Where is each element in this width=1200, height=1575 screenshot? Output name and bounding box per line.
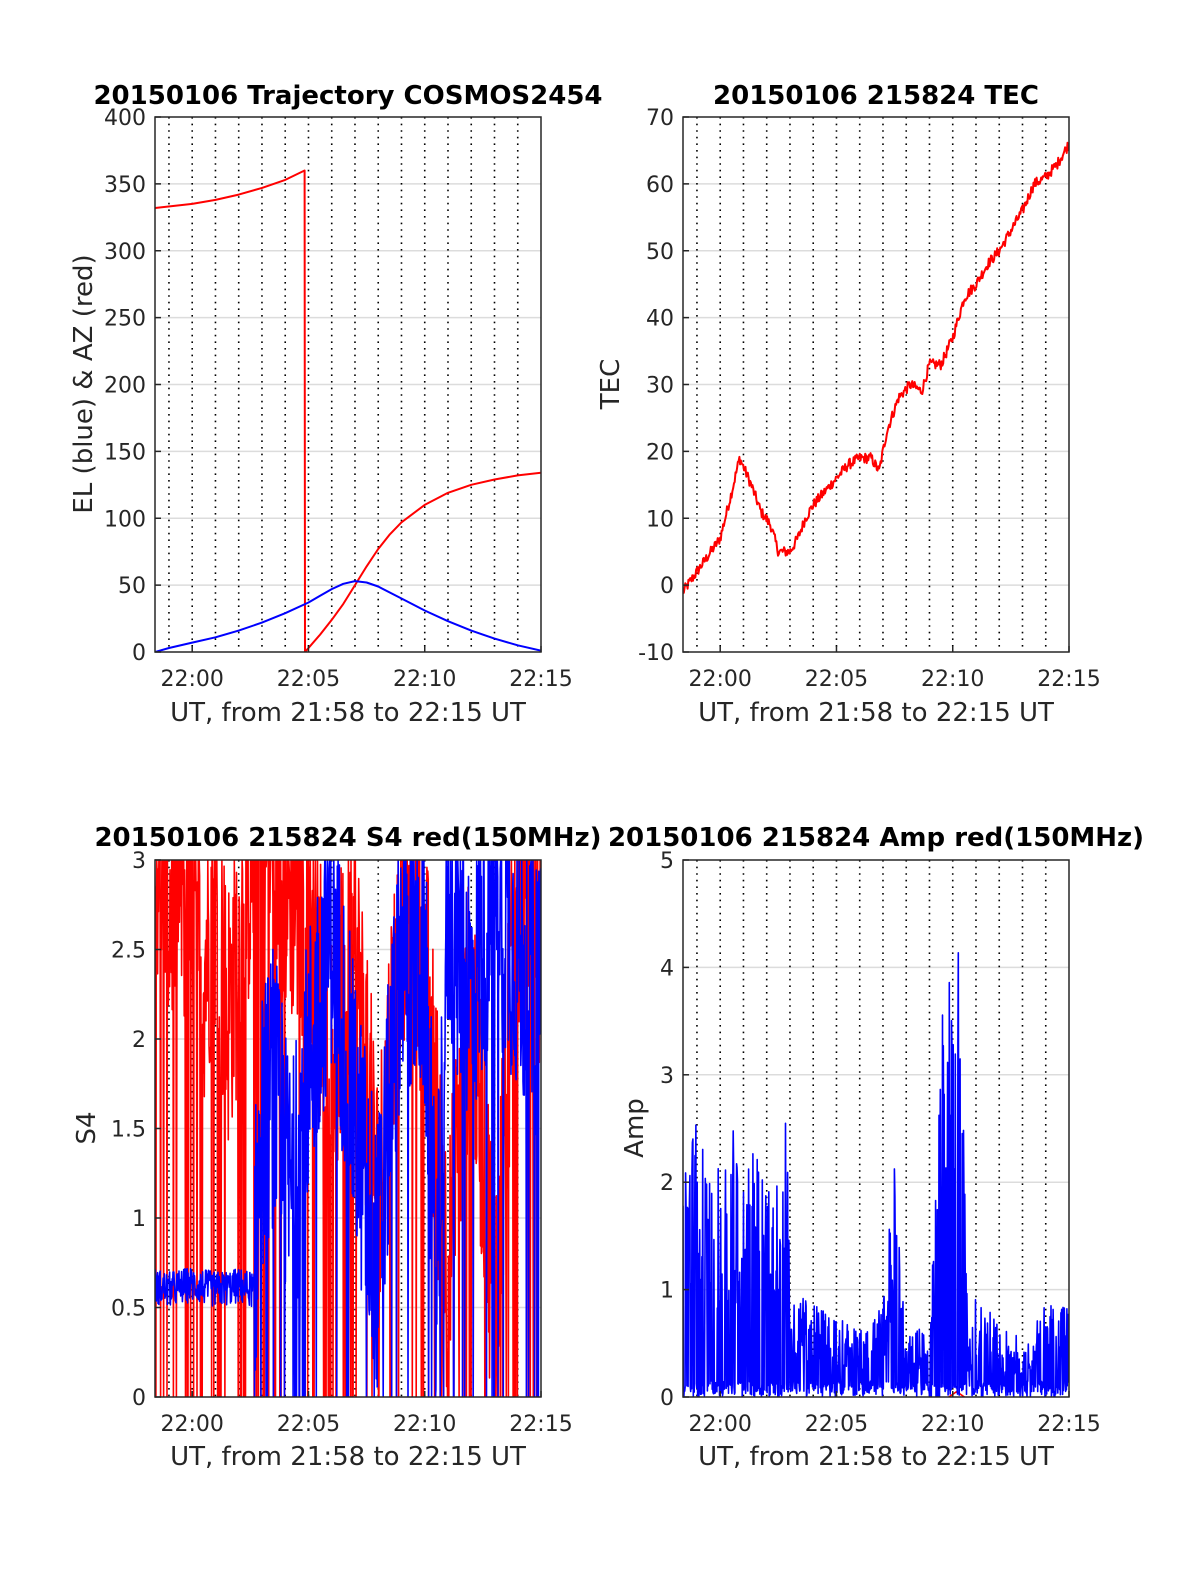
s4-series-0-line xyxy=(155,860,541,1397)
s4-xtick-label: 22:15 xyxy=(509,1412,572,1437)
amp-ylabel: Amp xyxy=(620,1098,650,1158)
amp-ytick-label: 4 xyxy=(660,956,674,981)
trajectory-xtick-label: 22:05 xyxy=(277,667,340,692)
s4-xlabel: UT, from 21:58 to 22:15 UT xyxy=(170,1442,526,1472)
amp-xtick-label: 22:15 xyxy=(1037,1412,1100,1437)
trajectory-ytick-label: 400 xyxy=(104,106,146,131)
amp-axes-box xyxy=(682,859,1070,1398)
trajectory-ticks: 0 50 100 150 200 250 300 350 400 22:00 22:05 22:10 2… xyxy=(104,106,573,692)
amp-grid xyxy=(683,860,1069,1397)
amp-ytick-label: 3 xyxy=(660,1064,674,1089)
tec-xtick-label: 22:00 xyxy=(689,667,752,692)
panel-trajectory: 0 50 100 150 200 250 300 350 400 22:00 22:05 22:10 2… xyxy=(69,81,603,728)
trajectory-xtick-label: 22:15 xyxy=(509,667,572,692)
s4-xtick-label: 22:00 xyxy=(161,1412,224,1437)
tec-xtick-label: 22:10 xyxy=(921,667,984,692)
amp-series-1-line xyxy=(683,952,1069,1397)
tec-series xyxy=(683,141,1069,594)
trajectory-ylabel: EL (blue) & AZ (red) xyxy=(69,254,99,513)
trajectory-title: 20150106 Trajectory COSMOS2454 xyxy=(93,81,602,111)
tec-ticks: -10 0 10 20 30 40 50 60 70 22:00 22:05 22:10 22:15 xyxy=(638,106,1101,692)
trajectory-xtick-label: 22:10 xyxy=(393,667,456,692)
trajectory-ytick-label: 150 xyxy=(104,440,146,465)
s4-ytick-label: 0 xyxy=(132,1386,146,1411)
panel-amp: 0 1 2 3 4 5 22:00 22:05 22:10 22:15 20150106 2158… xyxy=(608,823,1144,1472)
amp-title: 20150106 215824 Amp red(150MHz) xyxy=(608,823,1144,853)
trajectory-ytick-label: 200 xyxy=(104,374,146,399)
amp-ytick-label: 2 xyxy=(660,1171,674,1196)
trajectory-ytick-label: 250 xyxy=(104,307,146,332)
s4-ytick-label: 1 xyxy=(132,1207,146,1232)
tec-ytick-label: 70 xyxy=(646,106,674,131)
s4-ylabel: S4 xyxy=(72,1111,102,1144)
tec-ytick-label: 30 xyxy=(646,374,674,399)
s4-xtick-label: 22:10 xyxy=(393,1412,456,1437)
s4-ytick-label: 0.5 xyxy=(111,1297,146,1322)
tec-grid xyxy=(683,117,1069,652)
amp-ytick-label: 1 xyxy=(660,1279,674,1304)
s4-xtick-label: 22:05 xyxy=(277,1412,340,1437)
s4-series-1-line xyxy=(155,860,541,1397)
amp-ytick-label: 5 xyxy=(660,849,674,874)
tec-ytick-label: 40 xyxy=(646,307,674,332)
trajectory-series-0-line xyxy=(155,169,541,652)
trajectory-ytick-label: 0 xyxy=(132,641,146,666)
trajectory-grid xyxy=(155,117,541,652)
s4-series xyxy=(155,860,541,1397)
trajectory-ytick-label: 300 xyxy=(104,240,146,265)
amp-xtick-label: 22:10 xyxy=(921,1412,984,1437)
trajectory-ytick-label: 350 xyxy=(104,173,146,198)
tec-ytick-label: 60 xyxy=(646,173,674,198)
trajectory-ytick-label: 100 xyxy=(104,507,146,532)
tec-ytick-label: 50 xyxy=(646,240,674,265)
amp-ytick-label: 0 xyxy=(660,1386,674,1411)
s4-ytick-label: 1.5 xyxy=(111,1118,146,1143)
amp-xlabel: UT, from 21:58 to 22:15 UT xyxy=(698,1442,1054,1472)
trajectory-xlabel: UT, from 21:58 to 22:15 UT xyxy=(170,698,526,728)
tec-ytick-label: 10 xyxy=(646,507,674,532)
amp-xtick-label: 22:05 xyxy=(805,1412,868,1437)
s4-ytick-label: 3 xyxy=(132,849,146,874)
amp-ticks: 0 1 2 3 4 5 22:00 22:05 22:10 22:15 xyxy=(660,849,1101,1437)
s4-title: 20150106 215824 S4 red(150MHz) xyxy=(94,823,601,853)
tec-ytick-label: 0 xyxy=(660,574,674,599)
panel-tec: -10 0 10 20 30 40 50 60 70 22:00 22:05 22:10 22:15 2… xyxy=(596,81,1101,728)
amp-xtick-label: 22:00 xyxy=(689,1412,752,1437)
s4-ticks: 0 0.5 1 1.5 2 2.5 3 22:00 22:05 22:10 22:15 xyxy=(111,849,573,1437)
tec-ytick-label: -10 xyxy=(638,641,674,666)
tec-title: 20150106 215824 TEC xyxy=(713,81,1039,111)
panel-s4: 0 0.5 1 1.5 2 2.5 3 22:00 22:05 22:10 22:15 201501… xyxy=(72,823,602,1472)
tec-series-0-line xyxy=(683,141,1069,594)
tec-xlabel: UT, from 21:58 to 22:15 UT xyxy=(698,698,1054,728)
s4-ytick-label: 2 xyxy=(132,1028,146,1053)
trajectory-ytick-label: 50 xyxy=(118,574,146,599)
s4-ytick-label: 2.5 xyxy=(111,939,146,964)
amp-series xyxy=(683,952,1069,1397)
tec-ylabel: TEC xyxy=(596,359,626,410)
tec-ytick-label: 20 xyxy=(646,440,674,465)
trajectory-series-1-line xyxy=(155,580,541,652)
trajectory-series xyxy=(155,169,541,652)
tec-xtick-label: 22:15 xyxy=(1037,667,1100,692)
tec-xtick-label: 22:05 xyxy=(805,667,868,692)
trajectory-xtick-label: 22:00 xyxy=(161,667,224,692)
